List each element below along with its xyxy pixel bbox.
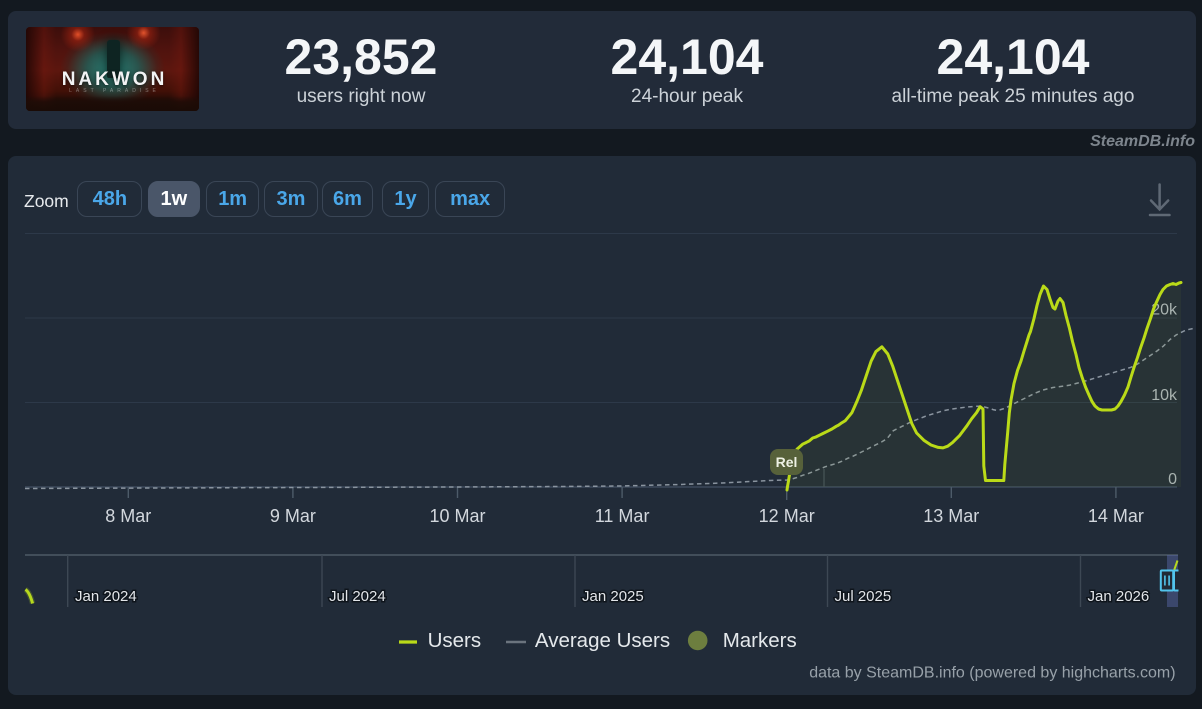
- svg-text:Users: Users: [428, 629, 482, 652]
- svg-text:11 Mar: 11 Mar: [595, 506, 650, 526]
- svg-text:Jan 2025: Jan 2025: [582, 588, 644, 605]
- svg-text:Jan 2026: Jan 2026: [1088, 588, 1150, 605]
- svg-text:12 Mar: 12 Mar: [759, 506, 815, 526]
- svg-text:Average Users: Average Users: [535, 629, 670, 652]
- svg-text:8 Mar: 8 Mar: [105, 506, 151, 526]
- svg-text:10 Mar: 10 Mar: [429, 506, 485, 526]
- svg-text:20k: 20k: [1151, 302, 1178, 319]
- svg-text:Jan 2024: Jan 2024: [75, 588, 137, 605]
- svg-text:Jul 2025: Jul 2025: [835, 588, 892, 605]
- svg-text:14 Mar: 14 Mar: [1088, 506, 1144, 526]
- svg-text:data by SteamDB.info (powered: data by SteamDB.info (powered by highcha…: [809, 664, 1175, 681]
- svg-text:0: 0: [1168, 471, 1177, 488]
- svg-text:Rel: Rel: [776, 454, 798, 470]
- svg-text:Markers: Markers: [723, 629, 797, 652]
- svg-text:9 Mar: 9 Mar: [270, 506, 316, 526]
- svg-text:Jul 2024: Jul 2024: [329, 588, 386, 605]
- svg-text:10k: 10k: [1151, 387, 1178, 404]
- svg-text:13 Mar: 13 Mar: [923, 506, 979, 526]
